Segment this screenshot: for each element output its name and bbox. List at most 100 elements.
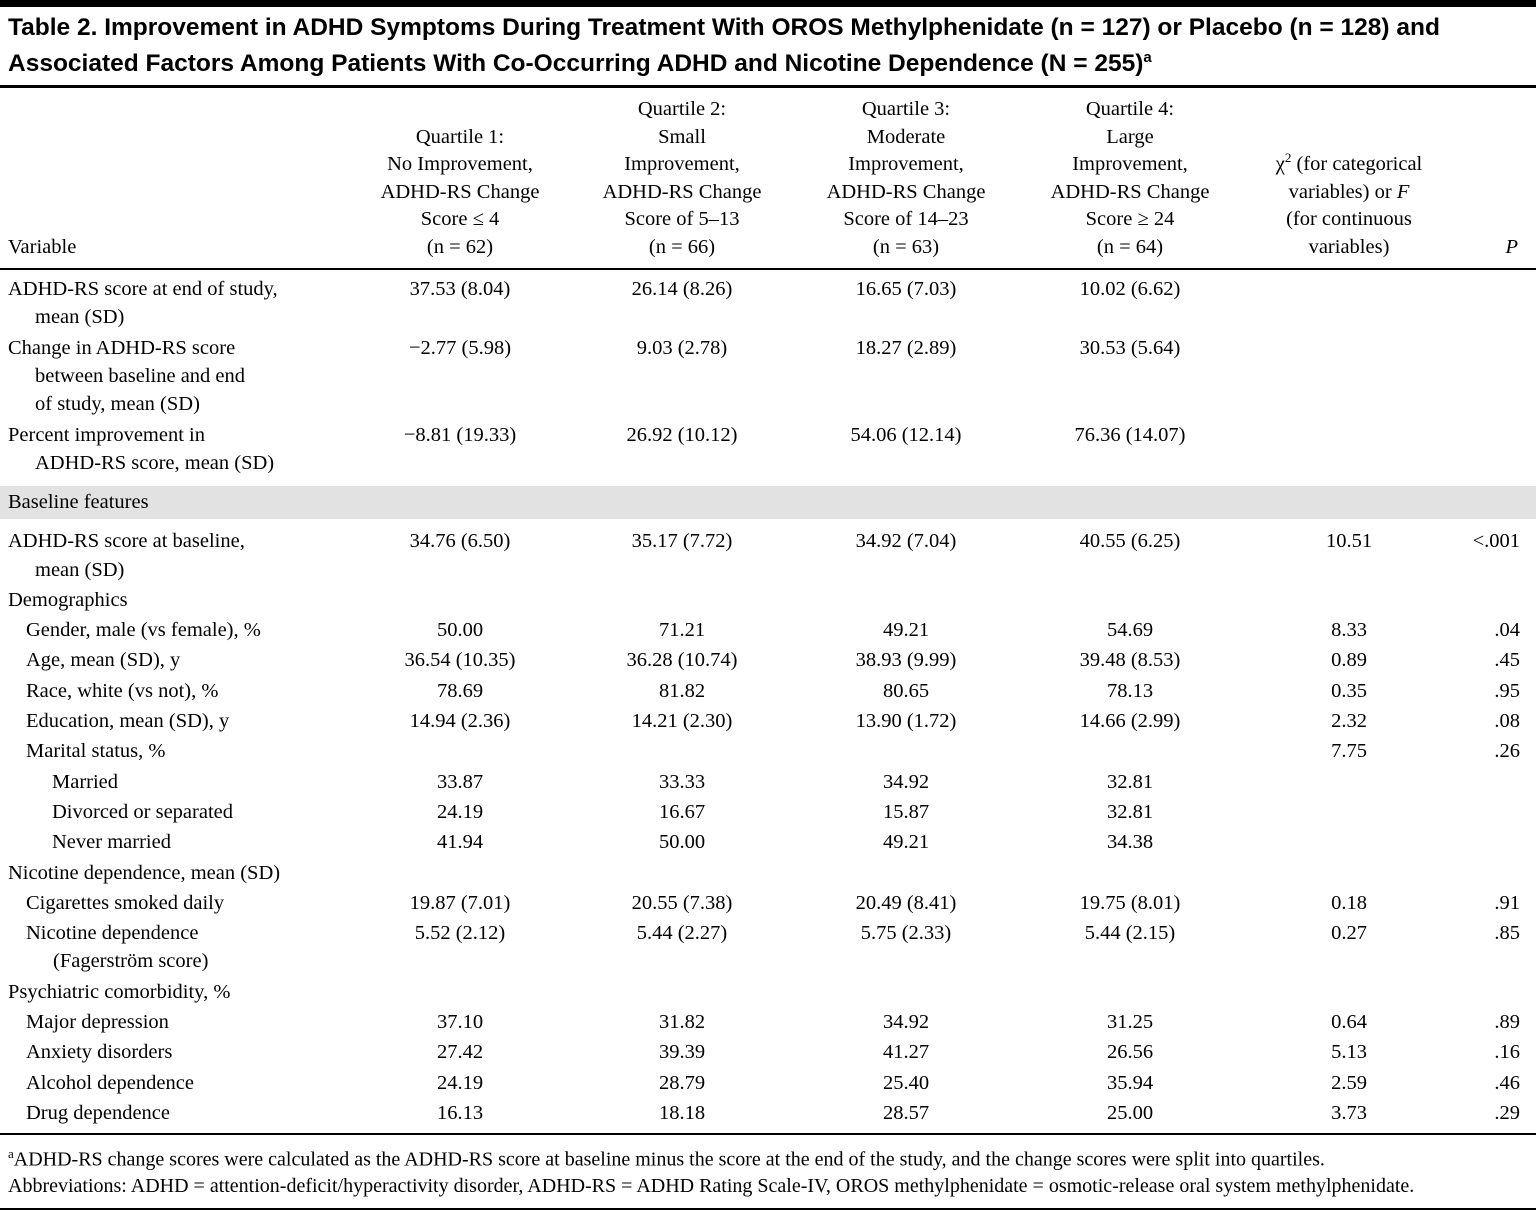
cell-quartile-1: 16.13: [436, 1101, 484, 1124]
cell-statistic: 0.89: [1331, 649, 1367, 672]
cell-quartile-4: 39.48 (8.53): [1079, 649, 1181, 672]
cell-p-value: .95: [1494, 679, 1520, 702]
row-label: Marital status, %: [0, 736, 350, 766]
cell-quartile-4: 25.00: [1106, 1101, 1154, 1124]
table-title: Table 2. Improvement in ADHD Symptoms Du…: [0, 7, 1536, 89]
cell-quartile-1: −2.77 (5.98): [408, 336, 512, 359]
cell-quartile-3: 49.21: [882, 619, 930, 642]
cell-quartile-1: [350, 736, 570, 766]
row-label: Demographics: [0, 585, 350, 615]
row-label-continuation: mean (SD): [35, 306, 125, 329]
cell-quartile-3: 13.90 (1.72): [855, 710, 957, 733]
row-label: Race, white (vs not), %: [0, 676, 350, 706]
table-row: Change in ADHD-RS score between baseline …: [0, 333, 1536, 420]
row-label-text: Race, white (vs not), %: [26, 679, 219, 702]
cell-quartile-2: 71.21: [658, 619, 706, 642]
footnotes: aADHD-RS change scores were calculated a…: [0, 1133, 1536, 1208]
cell-quartile-3: 54.06 (12.14): [850, 423, 962, 446]
row-label-continuation: (Fagerström score): [53, 950, 209, 973]
cell-quartile-2: 20.55 (7.38): [631, 891, 733, 914]
table-row: Education, mean (SD), y 14.94 (2.36) 14.21…: [0, 706, 1536, 736]
row-label: Drug dependence: [0, 1098, 350, 1133]
row-label-text: ADHD-RS score at baseline,: [8, 530, 245, 553]
cell-quartile-3: 25.40: [882, 1071, 930, 1094]
row-label: Nicotine dependence (Fagerström score): [0, 918, 350, 977]
cell-statistic: 5.13: [1331, 1041, 1367, 1064]
cell-quartile-2: [570, 858, 794, 888]
row-label-text: ADHD-RS score at end of study,: [8, 278, 278, 301]
cell-statistic: 10.51: [1325, 530, 1373, 553]
cell-quartile-3: 28.57: [882, 1101, 930, 1124]
cell-statistic: [1242, 858, 1456, 888]
cell-quartile-1: 36.54 (10.35): [404, 649, 516, 672]
cell-quartile-1: 24.19: [436, 1071, 484, 1094]
cell-statistic: [1242, 977, 1456, 1007]
cell-quartile-4: [1018, 736, 1242, 766]
header-line: Moderate: [866, 125, 946, 148]
cell-quartile-4: 40.55 (6.25): [1079, 530, 1181, 553]
cell-quartile-2: [570, 585, 794, 615]
cell-quartile-3: 49.21: [882, 831, 930, 854]
cell-quartile-4: 34.38: [1106, 831, 1154, 854]
table-row: Drug dependence 16.13 18.18 28.57 25.00 3.73.…: [0, 1098, 1536, 1133]
row-label-continuation: ADHD-RS score, mean (SD): [35, 451, 275, 474]
row-label: Change in ADHD-RS score between baseline …: [0, 333, 350, 420]
section-row: Baseline features: [0, 478, 1536, 527]
cell-p-value: .91: [1494, 891, 1520, 914]
header-line: variables) or F: [1288, 180, 1410, 203]
header-line: ADHD-RS Change: [826, 180, 986, 203]
header-line: Improvement,: [848, 153, 964, 176]
cell-quartile-1: −8.81 (19.33): [403, 423, 517, 446]
cell-quartile-2: 9.03 (2.78): [636, 336, 728, 359]
cell-quartile-4: 32.81: [1106, 800, 1154, 823]
cell-quartile-4: [1018, 858, 1242, 888]
row-label-text: Married: [52, 770, 119, 793]
cell-quartile-3: 16.65 (7.03): [855, 278, 957, 301]
cell-quartile-2: 50.00: [658, 831, 706, 854]
cell-quartile-1: 27.42: [436, 1041, 484, 1064]
row-label-text: Anxiety disorders: [26, 1041, 173, 1064]
table-row: Percent improvement in ADHD-RS score, mea…: [0, 420, 1536, 483]
cell-p-value: .89: [1494, 1010, 1520, 1033]
cell-quartile-1: 33.87: [436, 770, 484, 793]
p-header-label: P: [1505, 235, 1518, 258]
table-row: Never married 41.94 50.00 49.21 34.38: [0, 827, 1536, 857]
row-label: Anxiety disorders: [0, 1037, 350, 1067]
table-row: Demographics: [0, 585, 1536, 615]
cell-statistic: 0.27: [1331, 922, 1367, 945]
cell-p-value: [1456, 333, 1536, 420]
row-label: Psychiatric comorbidity, %: [0, 977, 350, 1007]
cell-statistic: 2.59: [1331, 1071, 1367, 1094]
table-row: Married 33.87 33.33 34.92 32.81: [0, 767, 1536, 797]
cell-p-value: [1456, 977, 1536, 1007]
f-statistic-symbol: F: [1396, 180, 1410, 203]
row-label: Never married: [0, 827, 350, 857]
cell-quartile-4: 32.81: [1106, 770, 1154, 793]
row-label-text: Marital status, %: [26, 740, 166, 763]
cell-statistic: [1242, 585, 1456, 615]
data-table: Variable Quartile 1: No Improvement, ADHD-…: [0, 88, 1536, 1133]
row-label: Education, mean (SD), y: [0, 706, 350, 736]
row-label: ADHD-RS score at baseline, mean (SD): [0, 523, 350, 585]
cell-quartile-3: [794, 977, 1018, 1007]
table-row: ADHD-RS score at end of study, mean (SD) 3…: [0, 269, 1536, 333]
cell-quartile-3: 41.27: [882, 1041, 930, 1064]
cell-quartile-3: 80.65: [882, 679, 930, 702]
cell-quartile-2: 33.33: [658, 770, 706, 793]
cell-quartile-1: 37.53 (8.04): [409, 278, 511, 301]
row-label-continuation: of study, mean (SD): [35, 393, 200, 416]
cell-quartile-1: 41.94: [436, 831, 484, 854]
table-row: Alcohol dependence 24.19 28.79 25.40 35.94 2.…: [0, 1068, 1536, 1098]
header-line: Improvement,: [1072, 153, 1188, 176]
cell-p-value: .45: [1494, 649, 1520, 672]
cell-quartile-1: 19.87 (7.01): [409, 891, 511, 914]
table-row: Gender, male (vs female), % 50.00 71.21 49.…: [0, 615, 1536, 645]
cell-quartile-2: 36.28 (10.74): [626, 649, 738, 672]
table-title-footnote-marker: a: [1143, 49, 1152, 66]
cell-quartile-2: [570, 977, 794, 1007]
cell-statistic: [1242, 797, 1456, 827]
table-body: ADHD-RS score at end of study, mean (SD) 3…: [0, 269, 1536, 1133]
row-label-text: Drug dependence: [26, 1101, 171, 1124]
cell-p-value: [1456, 585, 1536, 615]
